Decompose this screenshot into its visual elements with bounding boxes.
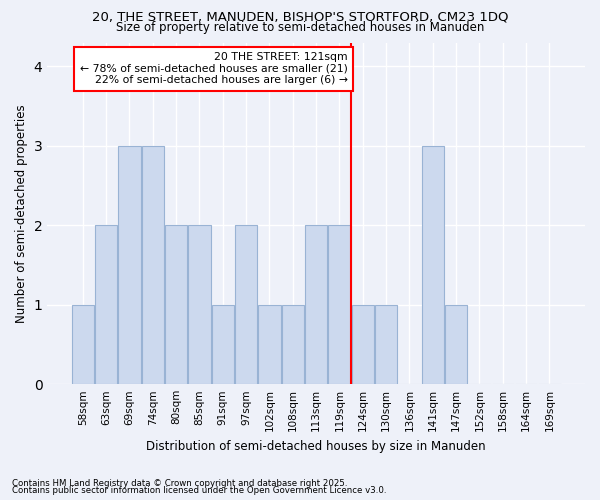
- Text: 20 THE STREET: 121sqm
← 78% of semi-detached houses are smaller (21)
22% of semi: 20 THE STREET: 121sqm ← 78% of semi-deta…: [80, 52, 347, 85]
- Text: Size of property relative to semi-detached houses in Manuden: Size of property relative to semi-detach…: [116, 21, 484, 34]
- Bar: [118, 146, 140, 384]
- X-axis label: Distribution of semi-detached houses by size in Manuden: Distribution of semi-detached houses by …: [146, 440, 486, 452]
- Bar: [259, 304, 281, 384]
- Bar: [328, 226, 350, 384]
- Bar: [235, 226, 257, 384]
- Bar: [72, 304, 94, 384]
- Bar: [142, 146, 164, 384]
- Bar: [375, 304, 397, 384]
- Text: Contains HM Land Registry data © Crown copyright and database right 2025.: Contains HM Land Registry data © Crown c…: [12, 478, 347, 488]
- Bar: [212, 304, 234, 384]
- Bar: [188, 226, 211, 384]
- Bar: [422, 146, 444, 384]
- Bar: [352, 304, 374, 384]
- Bar: [165, 226, 187, 384]
- Bar: [282, 304, 304, 384]
- Bar: [95, 226, 117, 384]
- Y-axis label: Number of semi-detached properties: Number of semi-detached properties: [15, 104, 28, 322]
- Text: 20, THE STREET, MANUDEN, BISHOP'S STORTFORD, CM23 1DQ: 20, THE STREET, MANUDEN, BISHOP'S STORTF…: [92, 11, 508, 24]
- Text: Contains public sector information licensed under the Open Government Licence v3: Contains public sector information licen…: [12, 486, 386, 495]
- Bar: [445, 304, 467, 384]
- Bar: [305, 226, 327, 384]
